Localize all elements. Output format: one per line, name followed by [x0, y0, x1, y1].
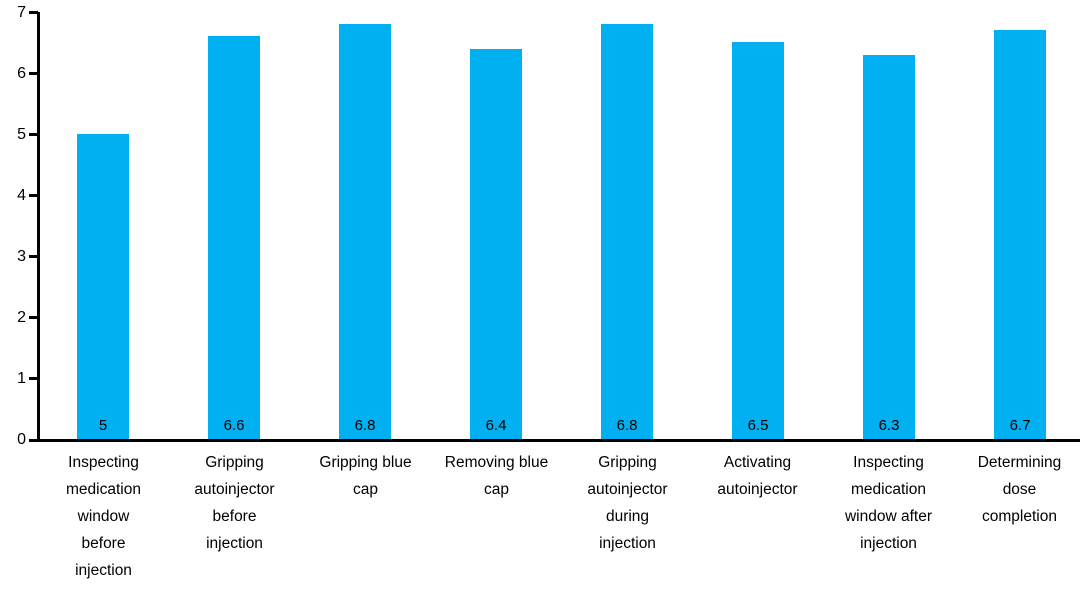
y-axis-label: 0	[17, 431, 26, 448]
bar: 6.6	[208, 36, 260, 439]
category-label: Inspecting medication window after injec…	[844, 454, 932, 552]
y-axis-tick	[29, 194, 38, 197]
y-axis-label: 4	[17, 187, 26, 204]
category-label: Removing blue cap	[444, 454, 549, 498]
category-label: Gripping autoinjector before injection	[194, 454, 275, 552]
y-axis-tick	[29, 377, 38, 380]
y-axis-tick	[29, 133, 38, 136]
x-axis-line	[29, 439, 1080, 442]
bar: 5	[77, 134, 129, 439]
category-label: Activating autoinjector	[717, 454, 798, 498]
y-axis-label: 5	[17, 126, 26, 143]
y-axis-label: 6	[17, 65, 26, 82]
bar-value-label: 5	[98, 417, 108, 434]
y-axis-tick	[29, 316, 38, 319]
category-label: Gripping autoinjector during injection	[587, 454, 668, 552]
y-axis-tick	[29, 255, 38, 258]
bar-value-label: 6.6	[223, 417, 245, 434]
bar-value-label: 6.7	[1009, 417, 1031, 434]
y-axis-tick	[29, 11, 38, 14]
y-axis-tick	[29, 72, 38, 75]
bar-value-label: 6.5	[747, 417, 769, 434]
y-axis-label: 7	[17, 4, 26, 21]
bar: 6.4	[470, 49, 522, 439]
bar-value-label: 6.8	[616, 417, 638, 434]
bar: 6.3	[863, 55, 915, 439]
y-axis-label: 2	[17, 309, 26, 326]
bar-value-label: 6.8	[354, 417, 376, 434]
bar: 6.8	[601, 24, 653, 439]
y-axis-label: 1	[17, 370, 26, 387]
y-axis-line	[37, 12, 40, 442]
category-label: Inspecting medication window before inje…	[66, 454, 141, 579]
bar: 6.7	[994, 30, 1046, 439]
bar-value-label: 6.4	[485, 417, 507, 434]
bar: 6.8	[339, 24, 391, 439]
bar-value-label: 6.3	[878, 417, 900, 434]
category-label: Determining dose completion	[977, 454, 1062, 525]
category-label: Gripping blue cap	[319, 454, 412, 498]
bar: 6.5	[732, 42, 784, 439]
y-axis-label: 3	[17, 248, 26, 265]
